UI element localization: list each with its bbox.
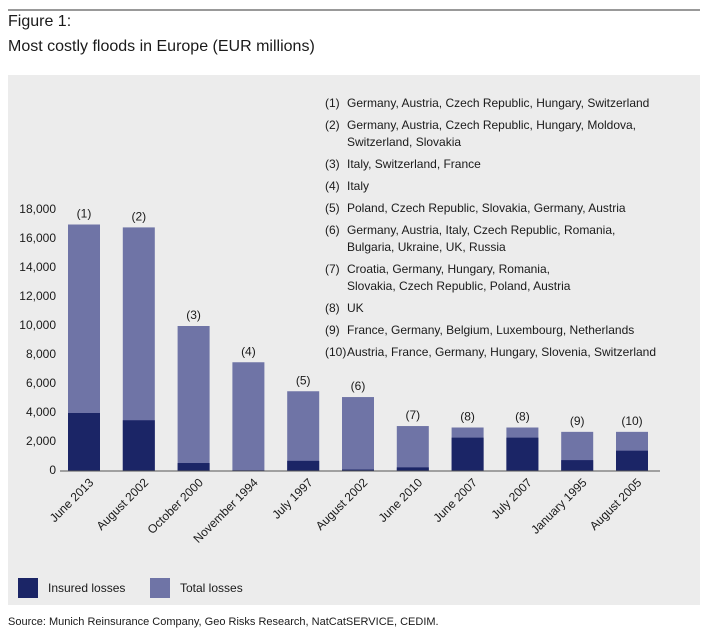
bar bbox=[232, 362, 265, 471]
note-text: Italy bbox=[347, 179, 369, 193]
bar bbox=[177, 463, 210, 471]
y-tick-label: 16,000 bbox=[19, 231, 56, 245]
note-number: (1) bbox=[325, 96, 340, 110]
figure-label: Figure 1: bbox=[8, 13, 71, 30]
note-text: UK bbox=[347, 301, 364, 315]
note-text: Croatia, Germany, Hungary, Romania, bbox=[347, 262, 550, 276]
bar-label: (4) bbox=[241, 344, 256, 358]
bar-label: (8) bbox=[515, 410, 530, 424]
legend-label: Total losses bbox=[180, 581, 243, 595]
note-text: Italy, Switzerland, France bbox=[347, 157, 481, 171]
note-text: Germany, Austria, Czech Republic, Hungar… bbox=[347, 118, 636, 132]
bar bbox=[506, 437, 539, 471]
note-text: France, Germany, Belgium, Luxembourg, Ne… bbox=[347, 323, 634, 337]
bar bbox=[396, 467, 429, 471]
note-number: (3) bbox=[325, 157, 340, 171]
y-tick-label: 10,000 bbox=[19, 318, 56, 332]
note-number: (8) bbox=[325, 301, 340, 315]
bar-label: (8) bbox=[460, 410, 475, 424]
bar bbox=[287, 391, 320, 471]
bar bbox=[342, 397, 374, 471]
y-tick-label: 14,000 bbox=[19, 260, 56, 274]
bar-label: (7) bbox=[405, 408, 420, 422]
bar-label: (5) bbox=[296, 373, 311, 387]
bar-label: (1) bbox=[77, 207, 92, 221]
y-tick-label: 4,000 bbox=[26, 405, 56, 419]
bar bbox=[561, 460, 594, 471]
bar bbox=[177, 326, 210, 471]
y-tick-label: 8,000 bbox=[26, 347, 56, 361]
bar bbox=[287, 460, 320, 471]
bar-label: (6) bbox=[351, 379, 366, 393]
y-tick-label: 18,000 bbox=[19, 202, 56, 216]
note-number: (6) bbox=[325, 223, 340, 237]
y-tick-label: 6,000 bbox=[26, 376, 56, 390]
note-number: (2) bbox=[325, 118, 340, 132]
y-tick-label: 2,000 bbox=[26, 434, 56, 448]
note-text: Poland, Czech Republic, Slovakia, German… bbox=[347, 201, 626, 215]
note-number: (7) bbox=[325, 262, 340, 276]
bar bbox=[68, 413, 100, 471]
legend-label: Insured losses bbox=[48, 581, 125, 595]
bar-label: (10) bbox=[621, 414, 642, 428]
bar-label: (3) bbox=[186, 308, 201, 322]
bar bbox=[396, 426, 429, 471]
note-text: Slovakia, Czech Republic, Poland, Austri… bbox=[347, 279, 571, 293]
legend-swatch bbox=[150, 578, 170, 598]
note-text: Germany, Austria, Italy, Czech Republic,… bbox=[347, 223, 615, 237]
y-tick-label: 0 bbox=[49, 463, 56, 477]
bar bbox=[616, 450, 648, 471]
bar-label: (2) bbox=[131, 210, 146, 224]
bar bbox=[451, 437, 484, 471]
note-text: Bulgaria, Ukraine, UK, Russia bbox=[347, 240, 506, 254]
chart-title: Most costly floods in Europe (EUR millio… bbox=[8, 38, 315, 55]
note-text: Germany, Austria, Czech Republic, Hungar… bbox=[347, 96, 649, 110]
legend-swatch bbox=[18, 578, 38, 598]
y-tick-label: 12,000 bbox=[19, 289, 56, 303]
bar bbox=[122, 420, 155, 471]
note-number: (5) bbox=[325, 201, 340, 215]
bar-label: (9) bbox=[570, 414, 585, 428]
source: Source: Munich Reinsurance Company, Geo … bbox=[8, 616, 439, 628]
note-number: (4) bbox=[325, 179, 340, 193]
note-text: Austria, France, Germany, Hungary, Slove… bbox=[347, 345, 656, 359]
note-text: Switzerland, Slovakia bbox=[347, 135, 461, 149]
note-number: (9) bbox=[325, 323, 340, 337]
note-number: (10) bbox=[325, 345, 346, 359]
bar bbox=[342, 469, 374, 471]
